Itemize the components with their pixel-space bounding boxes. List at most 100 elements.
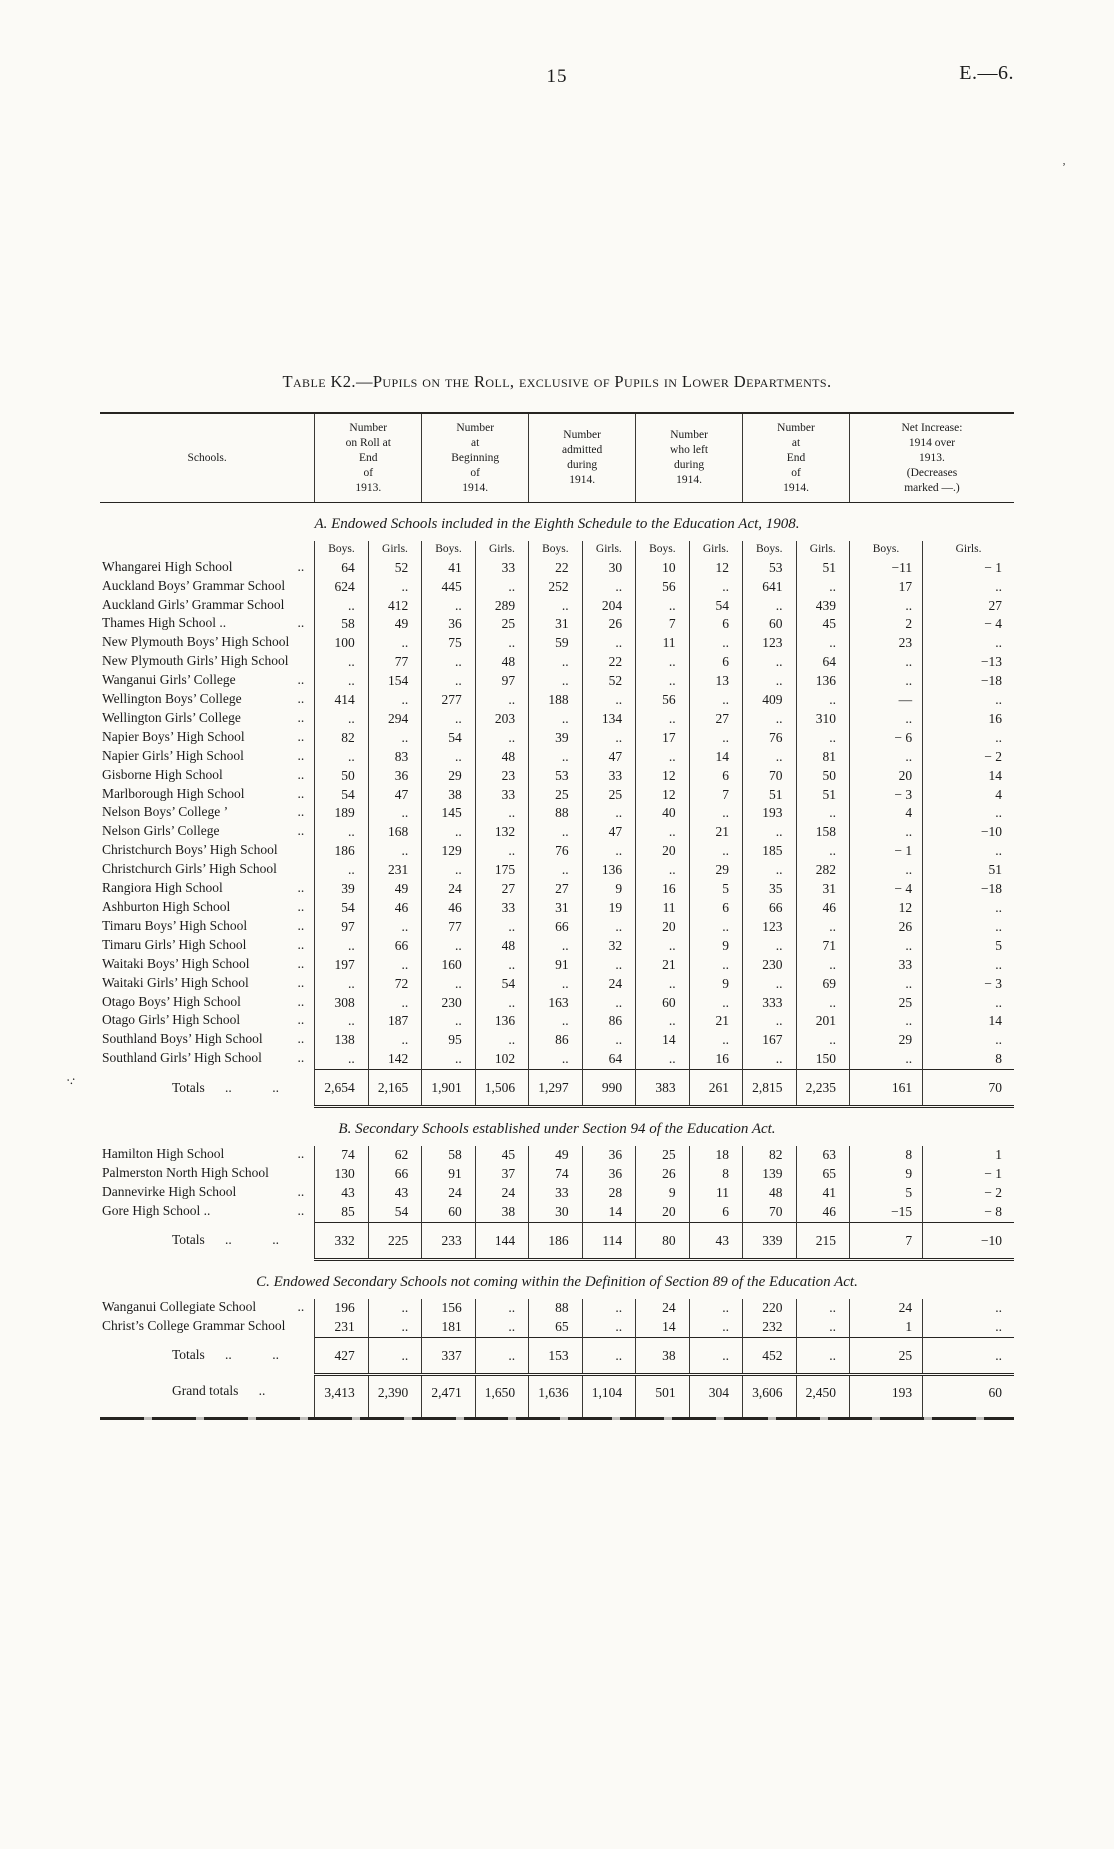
table-row: Whangarei High School.. 64 52 41 33 22 30 10 12 5… [100, 558, 1014, 578]
stray-ink-mark: ʼ [1062, 160, 1066, 174]
value-cell: 188 [528, 691, 583, 710]
school-name-cell: Nelson Girls’ College.. [100, 823, 315, 842]
girls-subheader-cell: Girls. [581, 540, 636, 559]
value-cell: 14 [635, 1031, 690, 1051]
school-name-cell: Marlborough High School.. [100, 786, 315, 805]
value-cell: 136 [581, 861, 636, 881]
value-cell: .. [528, 1012, 583, 1032]
school-name-cell: Whangarei High School.. [100, 559, 315, 578]
school-name-flex: Whangarei High School.. [102, 559, 312, 576]
school-name-cell: Wellington Boys’ College.. [100, 691, 315, 710]
value-cell: 25 [848, 993, 923, 1013]
value-cell: .. [474, 842, 529, 862]
value-cell: 25 [848, 1336, 923, 1376]
value-cell: 77 [421, 917, 476, 937]
value-cell: 97 [314, 917, 369, 937]
value-cell: 36 [581, 1165, 636, 1184]
school-name: Thames High School .. [102, 615, 227, 631]
value-cell: .. [742, 747, 796, 767]
value-cell: .. [581, 804, 636, 824]
table-row: Auckland Girls’ Grammar School.. 412.. 289… [100, 596, 1014, 616]
table-row: New Plymouth Girls’ High School.. 77.. 48.… [100, 653, 1014, 673]
section-heading-row: B. Secondary Schools established under S… [100, 1107, 1014, 1147]
value-cell: 100 [314, 634, 369, 654]
section-heading: A. Endowed Schools included in the Eight… [314, 515, 800, 532]
value-cell: 82 [742, 1146, 796, 1166]
value-cell: 20 [635, 842, 690, 862]
value-cell: .. [795, 993, 850, 1013]
value-cell: 70 [922, 1069, 1014, 1109]
pupils-on-roll-table: Schools. Number on Roll at End of 1913. … [100, 412, 1014, 1417]
column-header-net-increase: Net Increase: 1914 over 1913. (Decreases… [848, 413, 1014, 503]
table-row: Christchurch Boys’ High School 186.. 129..… [100, 842, 1014, 862]
school-name-cell: Gore High School .... [100, 1203, 315, 1222]
value-cell: .. [688, 1298, 743, 1318]
school-name: Otago Girls’ High School [102, 1012, 241, 1028]
value-cell: 58 [314, 615, 369, 635]
value-cell: 220 [742, 1298, 796, 1318]
subheader-blank-cell [100, 541, 315, 559]
school-name: Rangiora High School [102, 880, 223, 896]
value-cell: 156 [421, 1298, 476, 1318]
value-cell: .. [848, 747, 923, 767]
value-cell: − 2 [922, 747, 1014, 767]
totals-label-cell: Totals .. .. [172, 1232, 280, 1248]
boys-girls-subheader-row: Boys. Girls. Boys. Girls. Boys. Girls. Boys. Gi… [100, 540, 1014, 559]
value-cell: 35 [742, 880, 796, 899]
value-cell: 186 [314, 842, 369, 862]
value-cell: 77 [367, 653, 422, 673]
value-cell: 51 [795, 558, 850, 578]
value-cell: 21 [635, 955, 690, 975]
value-cell: 82 [314, 728, 369, 748]
school-name-flex: Timaru Boys’ High School.. [102, 918, 312, 935]
value-cell: .. [474, 1031, 529, 1051]
boys-subheader-cell: Boys. [848, 540, 923, 559]
table-row: Wellington Girls’ College.... 294.. 203.. 1… [100, 709, 1014, 729]
school-name: Wellington Girls’ College [102, 709, 241, 725]
table-row: Nelson Boys’ College ’.. 189.. 145.. 88.. 40… [100, 804, 1014, 824]
value-cell: 11 [635, 899, 690, 918]
value-cell: 25 [635, 1146, 690, 1166]
value-cell: 230 [742, 955, 796, 975]
value-cell: 80 [635, 1221, 690, 1261]
value-cell: 66 [528, 917, 583, 937]
value-cell: 41 [795, 1183, 850, 1203]
value-cell: 52 [581, 672, 636, 692]
value-cell: 29 [848, 1031, 923, 1051]
value-cell: 74 [528, 1165, 583, 1184]
value-cell: .. [742, 672, 796, 692]
value-cell: .. [848, 861, 923, 881]
school-name-cell: Otago Boys’ High School.. [100, 994, 315, 1013]
value-cell: .. [367, 917, 422, 937]
school-name-cell: Waitaki Boys’ High School.. [100, 956, 315, 975]
dot-leader: .. [297, 691, 305, 707]
value-cell: 38 [635, 1336, 690, 1376]
value-cell: 53 [742, 558, 796, 578]
value-cell: .. [795, 1336, 850, 1376]
value-cell: .. [528, 1050, 583, 1070]
dot-leader: .. [297, 974, 305, 990]
value-cell: .. [581, 917, 636, 937]
value-cell: .. [635, 974, 690, 994]
value-cell: 12 [635, 766, 690, 786]
value-cell: 215 [795, 1221, 850, 1261]
school-name-flex: Wanganui Collegiate School.. [102, 1299, 312, 1316]
school-name-flex: Waitaki Girls’ High School.. [102, 975, 312, 992]
value-cell: 48 [742, 1183, 796, 1203]
value-cell: −18 [922, 672, 1014, 692]
value-cell: 54 [314, 785, 369, 805]
school-name-cell: New Plymouth Boys’ High School [100, 634, 315, 653]
table-region: Table K2.—Pupils on the Roll, exclusive … [100, 372, 1014, 1420]
value-cell: 1,901 [421, 1069, 476, 1109]
value-cell: .. [922, 1298, 1014, 1318]
totals-label-cell: Totals .. .. [172, 1079, 280, 1095]
value-cell: 20 [635, 917, 690, 937]
value-cell: 45 [795, 615, 850, 635]
section-heading-row: A. Endowed Schools included in the Eight… [100, 502, 1014, 541]
school-name: New Plymouth Boys’ High School [102, 634, 290, 650]
dot-leader: .. [297, 823, 305, 839]
value-cell: .. [922, 577, 1014, 597]
value-cell: .. [848, 596, 923, 616]
table-row: Southland Boys’ High School.. 138.. 95.. 86… [100, 1031, 1014, 1051]
